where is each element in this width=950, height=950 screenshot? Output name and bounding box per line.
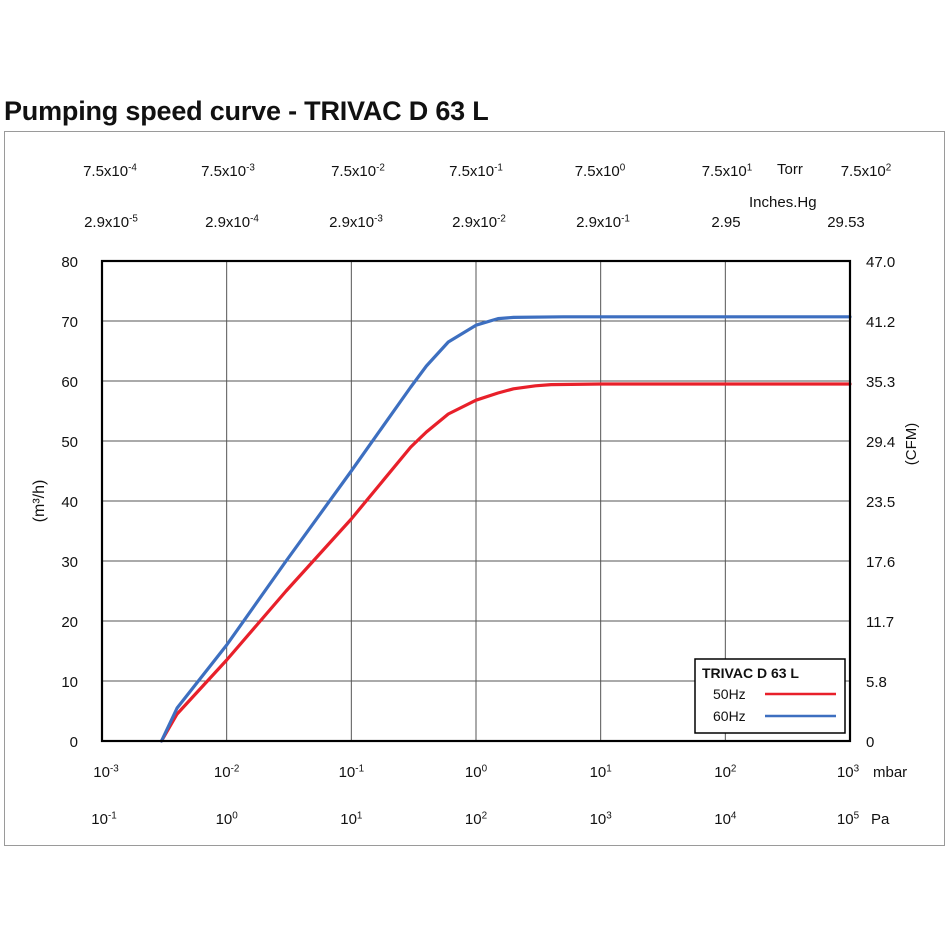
inhg-tick-label: 2.9x10-5 [84,213,138,231]
pa-tick-label: 101 [340,810,363,828]
torr-tick-label: 7.5x101 [702,162,753,180]
legend-title: TRIVAC D 63 L [702,665,799,681]
axis-labels: 0 10 20 30 40 50 60 70 80 0 5.8 11.7 17.6 23.5 29.4 35.… [31,161,920,828]
x-tick-label: 101 [590,763,613,781]
pa-tick-label: 103 [590,810,613,828]
inhg-unit-label: Inches.Hg [749,194,817,211]
torr-unit-label: Torr [777,161,803,178]
y-tick-label: 40 [61,494,78,511]
torr-tick-label: 7.5x10-3 [201,162,255,180]
y-axis-label: (m³/h) [31,480,48,523]
series-curves [159,315,852,743]
inhg-tick-label: 2.95 [711,214,740,231]
y-tick-label: 80 [61,254,78,271]
y-tick-label: 60 [61,374,78,391]
y2-tick-label: 17.6 [866,554,895,571]
series-line-50hz [159,382,852,743]
x-tick-label: 10-3 [93,763,119,781]
y2-tick-label: 0 [866,734,874,751]
y2-tick-label: 23.5 [866,494,895,511]
pa-tick-label: 105 [837,810,860,828]
torr-tick-label: 7.5x10-2 [331,162,385,180]
pa-tick-label: 100 [216,810,239,828]
y-tick-label: 20 [61,614,78,631]
inhg-tick-label: 2.9x10-2 [452,213,506,231]
y-tick-label: 10 [61,674,78,691]
torr-tick-label: 7.5x10-1 [449,162,503,180]
y2-tick-label: 29.4 [866,434,895,451]
pa-tick-label: 10-1 [91,810,117,828]
series-line-60hz [159,315,852,743]
y2-tick-label: 47.0 [866,254,895,271]
inhg-tick-label: 2.9x10-4 [205,213,259,231]
y2-axis-label: (CFM) [903,423,920,465]
pa-tick-label: 102 [465,810,487,828]
y2-tick-label: 41.2 [866,314,895,331]
torr-tick-label: 7.5x100 [575,162,626,180]
inhg-tick-label: 2.9x10-3 [329,213,383,231]
chart-title: Pumping speed curve - TRIVAC D 63 L [4,96,489,126]
y-tick-label: 70 [61,314,78,331]
pa-tick-label: 104 [714,810,737,828]
y2-tick-label: 5.8 [866,674,887,691]
x-tick-label: 10-2 [214,763,239,781]
torr-tick-label: 7.5x10-4 [83,162,137,180]
y-tick-label: 30 [61,554,78,571]
chart-frame [4,131,945,846]
inhg-tick-label: 2.9x10-1 [576,213,630,231]
x-tick-label: 102 [714,763,736,781]
y-tick-label: 50 [61,434,78,451]
x-axis-unit-label: mbar [873,764,907,781]
legend-box [694,658,846,734]
x-tick-label: 10-1 [339,763,365,781]
inhg-tick-label: 29.53 [827,214,865,231]
legend-label-50hz: 50Hz [713,686,746,702]
plot-area-border [100,259,852,743]
x-tick-label: 103 [837,763,860,781]
pa-unit-label: Pa [871,811,890,828]
legend-label-60hz: 60Hz [713,708,746,724]
x-tick-label: 100 [465,763,488,781]
y2-tick-label: 35.3 [866,374,895,391]
y-tick-label: 0 [70,734,78,751]
torr-tick-label: 7.5x102 [841,162,892,180]
legend: TRIVAC D 63 L 50Hz 60Hz [694,658,846,734]
y2-tick-label: 11.7 [866,614,894,631]
